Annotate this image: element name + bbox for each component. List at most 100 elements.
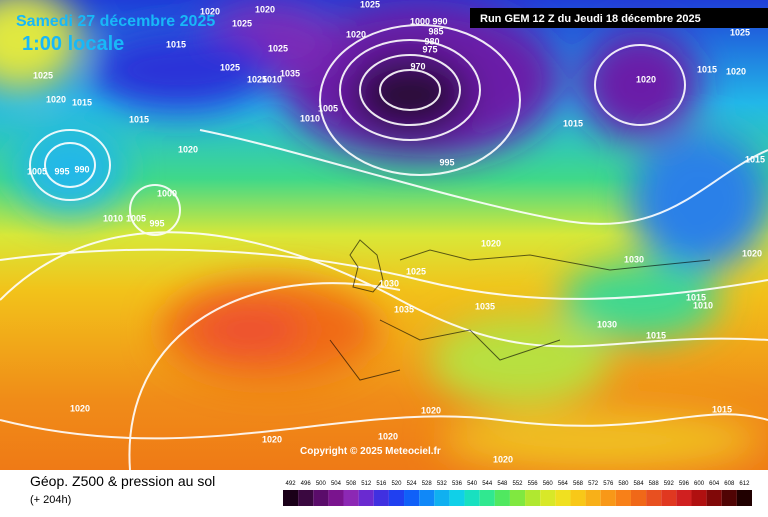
colorbar-swatch [570, 490, 586, 506]
isobar-label: 1020 [378, 431, 398, 441]
colorbar-swatch [464, 490, 480, 506]
colorbar-label: 504 [331, 481, 342, 487]
isobar-label: 1030 [379, 278, 399, 288]
colorbar-label: 492 [286, 481, 297, 487]
colorbar: 492 496 500 504 508 512 516 520 524 528 532 536 540 5… [283, 481, 752, 506]
colorbar-label: 592 [664, 481, 675, 487]
run-banner [470, 8, 768, 28]
isobar-label: 1015 [72, 97, 92, 107]
colorbar-label: 584 [634, 481, 645, 487]
isobar-label: 1025 [247, 74, 267, 84]
isobar-label: 1005 [27, 166, 47, 176]
colorbar-swatch [343, 490, 359, 506]
isobar-label: 1025 [232, 18, 252, 28]
colorbar-swatch [691, 490, 707, 506]
isobar-label: 1020 [200, 6, 220, 16]
isobar-label: 1025 [220, 62, 240, 72]
isobar-label: 1020 [636, 74, 656, 84]
isobar-label: 1020 [493, 454, 513, 464]
colorbar-swatch [630, 490, 647, 506]
isobar-label: 1035 [475, 301, 495, 311]
colorbar-swatch [298, 490, 314, 506]
isobar-label: 1035 [394, 304, 414, 314]
colorbar-swatch [373, 490, 389, 506]
isobar-label: 1030 [597, 319, 617, 329]
map-area [0, 0, 768, 471]
colorbar-label: 548 [497, 481, 508, 487]
colorbar-label: 524 [407, 481, 418, 487]
isobar-label: 1010 [300, 113, 320, 123]
colorbar-label: 564 [558, 481, 569, 487]
colorbar-swatch [388, 490, 405, 506]
colorbar-swatch [661, 490, 677, 506]
colorbar-swatch [434, 490, 450, 506]
valid-date: Samedi 27 décembre 2025 [16, 13, 215, 30]
isobar-label: 1015 [129, 114, 149, 124]
isobar-label: 990 [74, 164, 89, 174]
footer-title: Géop. Z500 & pression au sol [30, 473, 215, 489]
isobar-label: 1005 [126, 213, 146, 223]
isobar-label: 1020 [346, 29, 366, 39]
isobar-label: 1020 [178, 144, 198, 154]
isobar-label: 1020 [742, 248, 762, 258]
colorbar-label: 520 [391, 481, 402, 487]
colorbar-swatch [555, 490, 571, 506]
colorbar-swatch [585, 490, 601, 506]
isobar-label: 1015 [646, 330, 666, 340]
colorbar-label: 496 [301, 481, 312, 487]
colorbar-label: 536 [452, 481, 463, 487]
isobar-label: 1010 [103, 213, 123, 223]
isobar-label: 995 [439, 157, 454, 167]
isobar-label: 1010 [693, 300, 713, 310]
colorbar-swatch [494, 490, 510, 506]
isobar-label: 1015 [563, 118, 583, 128]
colorbar-label: 608 [724, 481, 735, 487]
colorbar-label: 560 [543, 481, 554, 487]
colorbar-label: 556 [528, 481, 539, 487]
colorbar-label: 500 [316, 481, 327, 487]
colorbar-swatch [509, 490, 526, 506]
colorbar-label: 516 [376, 481, 387, 487]
colorbar-swatch [646, 490, 662, 506]
colorbar-swatch [358, 490, 374, 506]
colorbar-label: 580 [618, 481, 629, 487]
colorbar-swatch [313, 490, 329, 506]
isobar-label: 1025 [33, 70, 53, 80]
isobar-label: 995 [149, 218, 164, 228]
colorbar-label: 508 [346, 481, 357, 487]
isobar-label: 1020 [46, 94, 66, 104]
isobar-label: 1015 [745, 154, 765, 164]
isobar-label: 1015 [712, 404, 732, 414]
isobar-label: 1015 [697, 64, 717, 74]
isobar-label: 1015 [686, 292, 706, 302]
isobar-label: 1005 [318, 103, 338, 113]
isobar-label: 1030 [624, 254, 644, 264]
colorbar-label: 596 [679, 481, 690, 487]
colorbar-label: 528 [422, 481, 433, 487]
colorbar-swatch [525, 490, 541, 506]
colorbar-label: 532 [437, 481, 448, 487]
isobar-label: 1020 [421, 405, 441, 415]
colorbar-swatch [706, 490, 722, 506]
colorbar-swatch [328, 490, 344, 506]
colorbar-label: 588 [649, 481, 660, 487]
isobar-label: 975 [422, 44, 437, 54]
isobar-label: 1025 [730, 27, 750, 37]
isobar-label: 980 [424, 36, 439, 46]
isobar-label: 1000 [410, 16, 430, 26]
colorbar-swatch [479, 490, 495, 506]
colorbar-swatch [283, 490, 299, 506]
colorbar-swatch [600, 490, 616, 506]
colorbar-swatch [676, 490, 692, 506]
isobar-label: 1020 [726, 66, 746, 76]
isobar-label: 1010 [262, 74, 282, 84]
colorbar-label: 544 [482, 481, 493, 487]
isobar-label: 1025 [406, 266, 426, 276]
isobar-label: 970 [410, 61, 425, 71]
colorbar-swatch [721, 490, 737, 506]
run-info: Run GEM 12 Z du Jeudi 18 décembre 2025 [480, 13, 701, 25]
colorbar-label: 540 [467, 481, 478, 487]
colorbar-label: 572 [588, 481, 599, 487]
isobar-label: 1015 [166, 39, 186, 49]
isobar-label: 1000 [157, 188, 177, 198]
